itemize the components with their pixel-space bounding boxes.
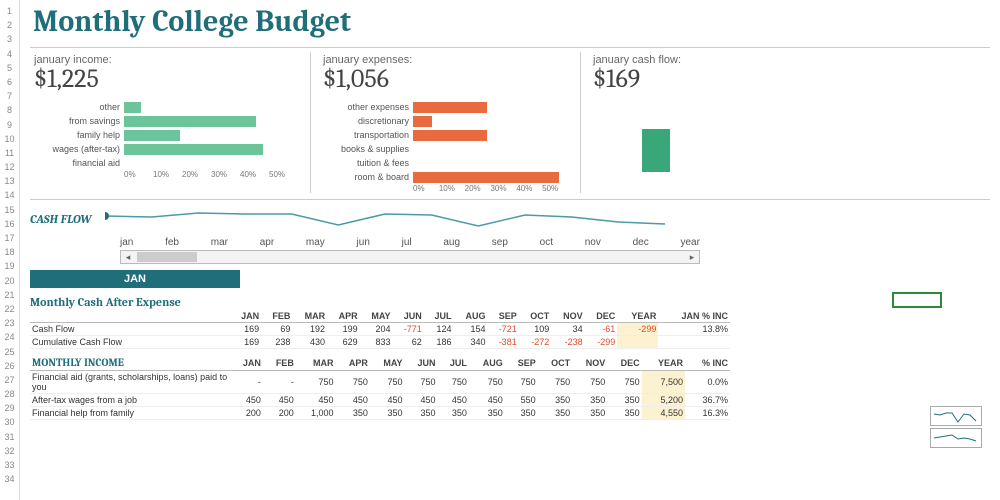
page-title: Monthly College Budget (33, 4, 990, 39)
month-label: year (680, 237, 699, 248)
monthly-income-table: MONTHLY INCOMEJANFEBMARAPRMAYJUNJULAUGSE… (30, 355, 730, 420)
row-headers: 1234567891011121314151617181920212223242… (0, 0, 20, 500)
bar (124, 102, 141, 113)
cashflow-section: CASH FLOW jan feb mar apr may jun jul aug sep oct… (30, 208, 990, 264)
bar-label: other expenses (323, 102, 413, 112)
month-label: apr (260, 237, 274, 248)
bar-label: tuition & fees (323, 158, 413, 168)
cashflow-panel: january cash flow: $169 (580, 52, 730, 193)
bar (413, 130, 487, 141)
table-row[interactable]: After-tax wages from a job45045045045045… (30, 394, 730, 407)
bar (124, 144, 263, 155)
mini-spark-1 (930, 406, 982, 426)
bar (413, 116, 432, 127)
month-label: feb (165, 237, 179, 248)
scroll-thumb[interactable] (137, 252, 197, 262)
income-panel: january income: $1,225 otherfrom savings… (30, 52, 310, 193)
bar (124, 116, 256, 127)
month-label: nov (585, 237, 601, 248)
scroll-right-icon[interactable]: ▸ (685, 252, 699, 263)
table-row[interactable]: Financial help from family2002001,000350… (30, 407, 730, 420)
month-axis: jan feb mar apr may jun jul aug sep oct nov dec year (120, 237, 700, 248)
scroll-left-icon[interactable]: ◂ (121, 252, 135, 263)
mini-spark-2 (930, 428, 982, 448)
selected-month-pill[interactable]: JAN (30, 270, 240, 288)
bar-label: from savings (34, 116, 124, 126)
income-value: $1,225 (34, 64, 298, 94)
table-row[interactable]: Financial aid (grants, scholarships, loa… (30, 371, 730, 394)
table-row[interactable]: Cash Flow16969192199204-771124154-721109… (30, 323, 730, 336)
active-cell-indicator[interactable] (892, 292, 942, 308)
mini-sparklines (930, 406, 982, 450)
cash-after-table: JANFEBMARAPRMAYJUNJULAUGSEPOCTNOVDECYEAR… (30, 310, 730, 349)
bar (413, 172, 559, 183)
month-label: aug (443, 237, 460, 248)
expense-bar-chart: other expenses discretionary transportatio… (323, 100, 568, 193)
cashflow-single-bar (593, 94, 718, 172)
cashflow-title: CASH FLOW (30, 212, 92, 226)
bar-label: books & supplies (323, 144, 413, 154)
cashflow-value: $169 (593, 64, 718, 94)
month-label: dec (633, 237, 649, 248)
month-label: may (306, 237, 325, 248)
month-label: jun (357, 237, 370, 248)
month-label: sep (492, 237, 508, 248)
sheet: Monthly College Budget january income: $… (20, 0, 1000, 500)
month-label: jan (120, 237, 133, 248)
bar (124, 130, 180, 141)
bar-label: wages (after-tax) (34, 144, 124, 154)
month-label: oct (540, 237, 553, 248)
bar (413, 102, 487, 113)
month-label: mar (211, 237, 228, 248)
workbook: 1234567891011121314151617181920212223242… (0, 0, 1000, 500)
table-row[interactable]: Cumulative Cash Flow16923843062983362186… (30, 336, 730, 349)
bar-label: discretionary (323, 116, 413, 126)
expenses-value: $1,056 (323, 64, 568, 94)
cash-after-title: Monthly Cash After Expense (30, 292, 990, 310)
cashflow-sparkline (105, 208, 665, 233)
bar-label: family help (34, 130, 124, 140)
expenses-panel: january expenses: $1,056 other expensesd… (310, 52, 580, 193)
summary-row: january income: $1,225 otherfrom savings… (30, 47, 990, 200)
bar-label: transportation (323, 130, 413, 140)
bar-label: financial aid (34, 158, 124, 168)
income-bar-chart: other from savings family help wages (after… (34, 100, 298, 179)
month-label: jul (402, 237, 412, 248)
bar-label: other (34, 102, 124, 112)
bar-label: room & board (323, 172, 413, 182)
month-scrollbar[interactable]: ◂ ▸ (120, 250, 700, 264)
